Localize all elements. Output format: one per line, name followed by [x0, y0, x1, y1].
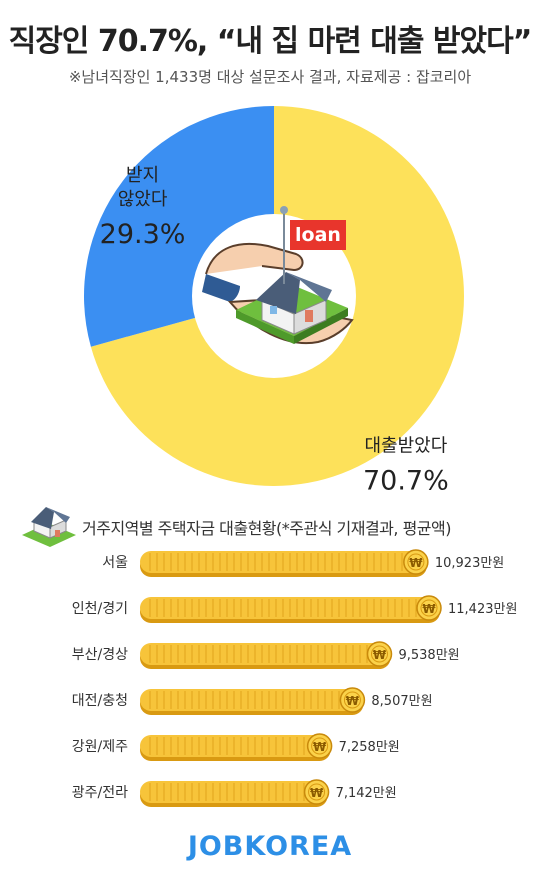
bars-header-label: 거주지역별 주택자금 대출현황(*주관식 기재결과, 평균액) [82, 519, 451, 538]
donut-value-label-1: 29.3% [100, 219, 186, 250]
jobkorea-logo: JOBKOREA [187, 831, 353, 862]
coin-bar: ₩ [140, 687, 366, 715]
bar-value-label: 7,258만원 [339, 740, 400, 755]
svg-text:₩: ₩ [373, 648, 387, 662]
bar-value-label: 9,538만원 [398, 648, 459, 663]
coin-bar: ₩ [140, 733, 333, 761]
house-icon [236, 272, 348, 344]
bar-value-label: 7,142만원 [336, 786, 397, 801]
donut-label-0: 대출받았다 [364, 435, 447, 456]
loan-label: loan [295, 224, 341, 246]
bar-category-label: 서울 [102, 555, 128, 571]
bar-category-label: 광주/전라 [72, 785, 128, 801]
svg-text:₩: ₩ [409, 556, 423, 570]
bar-value-label: 10,923만원 [435, 556, 504, 571]
bars-header: 거주지역별 주택자금 대출현황(*주관식 기재결과, 평균액) [18, 505, 528, 549]
bar-value-label: 11,423만원 [448, 602, 517, 617]
coin-bar: ₩ [140, 779, 330, 807]
coin-bar: ₩ [140, 549, 429, 577]
page-subtitle: ※남녀직장인 1,433명 대상 설문조사 결과, 자료제공 : 잡코리아 [68, 68, 472, 86]
page-title: 직장인 70.7%, “내 집 마련 대출 받았다” [8, 24, 533, 59]
svg-text:₩: ₩ [313, 740, 327, 754]
bar-category-label: 인천/경기 [72, 601, 128, 617]
loan-flag-icon: loan [280, 206, 346, 284]
donut-value-label-0: 70.7% [363, 465, 449, 496]
coin-bar: ₩ [140, 595, 442, 623]
donut-label-1: 않았다 [118, 189, 168, 210]
bar-category-label: 대전/충청 [72, 693, 128, 709]
bar-category-label: 부산/경상 [72, 647, 128, 663]
bar-category-label: 강원/제주 [72, 739, 128, 755]
coin-bar: ₩ [140, 641, 393, 669]
house-icon [22, 507, 76, 547]
svg-text:₩: ₩ [310, 786, 324, 800]
donut-label-1: 받지 [126, 165, 159, 186]
bar-value-label: 8,507만원 [371, 694, 432, 709]
svg-text:₩: ₩ [346, 694, 360, 708]
svg-text:₩: ₩ [422, 602, 436, 616]
